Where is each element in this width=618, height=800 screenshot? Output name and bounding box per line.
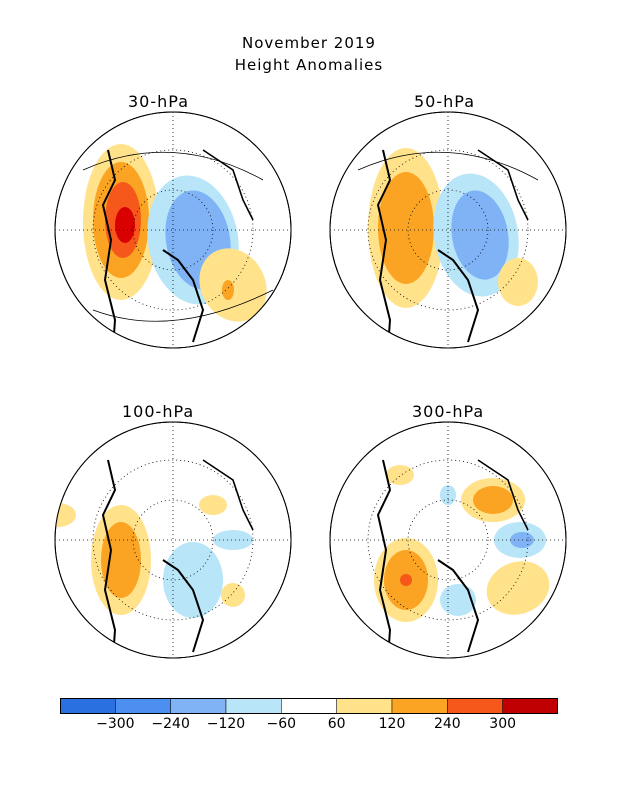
positive-anomaly xyxy=(115,207,135,243)
legend-tick-label: −60 xyxy=(266,716,297,732)
coastline xyxy=(437,249,480,343)
legend-tick-label: 240 xyxy=(433,716,461,732)
legend-swatch xyxy=(170,698,227,714)
negative-anomaly xyxy=(451,190,509,280)
legend-tick-label: −240 xyxy=(151,716,190,732)
legend-tick-label: 300 xyxy=(489,716,517,732)
contour xyxy=(357,151,539,181)
negative-anomaly xyxy=(163,542,223,618)
legend-swatch xyxy=(336,698,393,714)
legend-swatch xyxy=(281,698,337,714)
contour xyxy=(82,151,264,181)
panel-label-30hpa: 30-hPa xyxy=(128,92,190,111)
panel-label-100hpa: 100-hPa xyxy=(122,402,195,421)
coastline xyxy=(376,149,392,348)
positive-anomaly xyxy=(498,258,538,306)
figure-subtitle: Height Anomalies xyxy=(234,56,384,74)
map-30hpa xyxy=(54,111,292,349)
legend-tick-label: 120 xyxy=(378,716,406,732)
negative-anomaly xyxy=(440,584,476,616)
figure-title: November 2019 xyxy=(242,34,376,52)
legend-tick-label: 60 xyxy=(327,716,346,732)
legend-tick-label: −120 xyxy=(206,716,246,732)
positive-anomaly xyxy=(222,280,234,300)
legend-swatch xyxy=(502,698,558,714)
positive-anomaly xyxy=(400,574,412,586)
map-100hpa xyxy=(54,421,292,659)
coastline xyxy=(101,459,117,658)
coastline xyxy=(477,459,529,531)
panel-label-50hpa: 50-hPa xyxy=(414,92,476,111)
legend-swatch xyxy=(447,698,503,714)
positive-anomaly xyxy=(486,561,550,615)
legend-swatch xyxy=(225,698,282,714)
map-50hpa xyxy=(329,111,567,349)
coastline xyxy=(202,149,254,221)
contour xyxy=(92,289,274,322)
positive-anomaly xyxy=(378,172,434,284)
legend-tick-label: −300 xyxy=(96,716,135,732)
map-300hpa xyxy=(329,421,567,659)
coastline xyxy=(437,559,480,653)
coastline xyxy=(202,459,254,531)
positive-anomaly xyxy=(101,522,141,598)
legend-swatch xyxy=(60,698,116,714)
positive-anomaly xyxy=(386,465,414,485)
positive-anomaly xyxy=(221,583,245,607)
legend-swatch xyxy=(391,698,448,714)
panel-label-300hpa: 300-hPa xyxy=(412,402,485,421)
coastline xyxy=(376,459,392,658)
positive-anomaly xyxy=(199,495,227,515)
legend-swatch xyxy=(115,698,171,714)
coastline xyxy=(101,149,117,348)
negative-anomaly xyxy=(213,530,253,550)
coastline xyxy=(162,559,205,653)
color-legend xyxy=(60,698,558,714)
coastline xyxy=(477,149,529,221)
coastline xyxy=(162,249,205,343)
positive-anomaly xyxy=(473,486,513,514)
